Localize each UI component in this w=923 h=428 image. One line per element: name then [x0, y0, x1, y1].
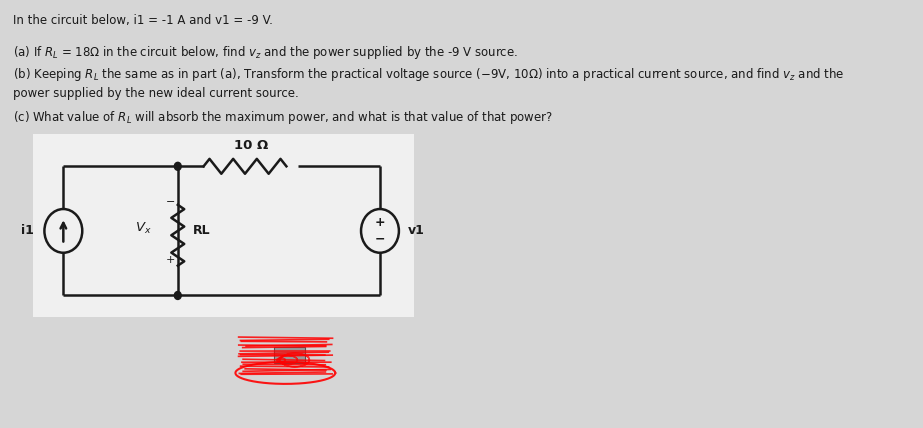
Text: (b) Keeping $R_L$ the same as in part (a), Transform the practical voltage sourc: (b) Keeping $R_L$ the same as in part (a… [13, 66, 844, 83]
Text: −: − [166, 197, 175, 207]
FancyBboxPatch shape [33, 134, 414, 317]
Text: i1: i1 [21, 224, 34, 238]
Text: +: + [166, 255, 175, 265]
Text: $V_x$: $V_x$ [136, 221, 152, 236]
Text: v1: v1 [408, 224, 425, 238]
Text: In the circuit below, i1 = -1 A and v1 = -9 V.: In the circuit below, i1 = -1 A and v1 =… [13, 14, 272, 27]
FancyBboxPatch shape [274, 347, 306, 363]
Text: power supplied by the new ideal current source.: power supplied by the new ideal current … [13, 87, 298, 100]
Text: −: − [375, 233, 385, 246]
Text: RL: RL [192, 224, 210, 238]
Circle shape [361, 209, 399, 253]
Circle shape [44, 209, 82, 253]
Text: (c) What value of $R_L$ will absorb the maximum power, and what is that value of: (c) What value of $R_L$ will absorb the … [13, 109, 553, 126]
Text: +: + [375, 216, 385, 229]
Circle shape [174, 162, 181, 170]
Text: (a) If $R_L$ = 18Ω in the circuit below, find $v_z$ and the power supplied by th: (a) If $R_L$ = 18Ω in the circuit below,… [13, 44, 518, 61]
Text: 10 Ω: 10 Ω [234, 140, 268, 152]
Circle shape [174, 291, 181, 300]
